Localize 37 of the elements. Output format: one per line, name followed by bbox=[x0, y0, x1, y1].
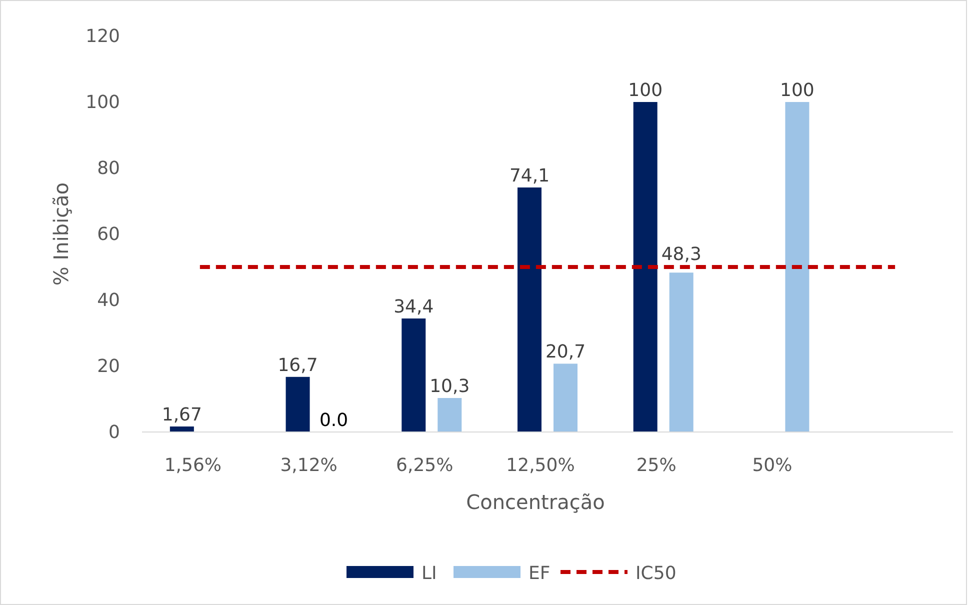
y-tick-label: 0 bbox=[108, 422, 120, 443]
bar bbox=[286, 376, 310, 432]
bar bbox=[554, 364, 578, 432]
data-label: 16,7 bbox=[278, 354, 318, 376]
legend-label: EF bbox=[528, 563, 550, 584]
x-tick-label: 12,50% bbox=[506, 455, 575, 476]
data-label: 74,1 bbox=[509, 165, 550, 186]
bar bbox=[170, 426, 194, 432]
y-tick-label: 40 bbox=[97, 290, 120, 311]
data-label: 1,67 bbox=[162, 404, 202, 426]
bar bbox=[402, 318, 426, 432]
y-tick-label: 100 bbox=[86, 92, 120, 113]
data-label: 48,3 bbox=[661, 244, 702, 265]
data-label: 20,7 bbox=[545, 342, 586, 363]
x-tick-label: 50% bbox=[752, 455, 792, 476]
data-label: 100 bbox=[780, 80, 814, 101]
x-tick-label: 6,25% bbox=[396, 455, 454, 476]
x-tick-label: 3,12% bbox=[280, 455, 338, 476]
legend-label: LI bbox=[422, 563, 437, 584]
data-label: 100 bbox=[628, 80, 663, 101]
y-axis-title: % Inibição bbox=[49, 182, 73, 286]
legend-label: IC50 bbox=[636, 563, 676, 584]
bar bbox=[785, 102, 810, 432]
x-tick-label: 1,56% bbox=[164, 455, 222, 476]
bar bbox=[633, 102, 658, 432]
y-tick-label: 120 bbox=[86, 26, 120, 47]
data-label: 34,4 bbox=[394, 296, 434, 318]
bar bbox=[669, 272, 694, 432]
data-label: 10,3 bbox=[430, 376, 470, 398]
data-label: 0.0 bbox=[319, 410, 348, 431]
y-tick-label: 80 bbox=[97, 158, 120, 179]
x-tick-label: 25% bbox=[636, 455, 676, 476]
bar bbox=[518, 187, 542, 432]
x-axis-title: Concentração bbox=[466, 490, 605, 514]
bar bbox=[438, 398, 462, 432]
y-tick-label: 60 bbox=[97, 224, 120, 245]
y-tick-label: 20 bbox=[97, 356, 120, 377]
